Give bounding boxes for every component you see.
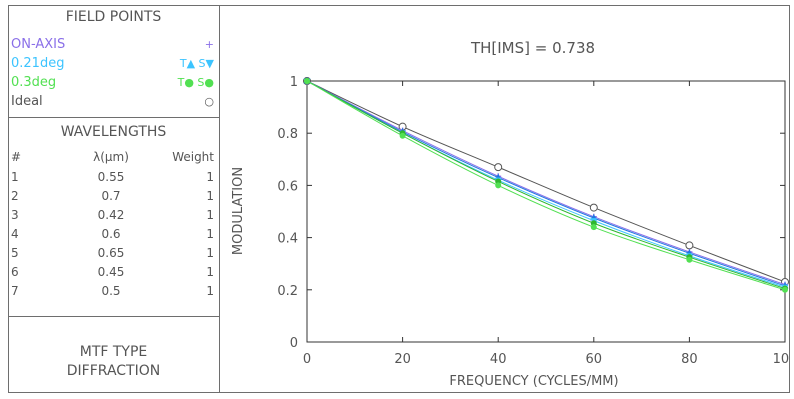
data-point	[494, 163, 503, 172]
plot-area	[306, 80, 786, 343]
row-weight: 1	[206, 265, 214, 279]
y-tick-label: 0.6	[277, 179, 298, 194]
mtf-chart: TH[IMS] = 0.738 FREQUENCY (CYCLES/MM) MO…	[231, 39, 789, 389]
row-index: 7	[11, 284, 19, 298]
wavelengths-header: # λ(μm) Weight	[11, 148, 216, 167]
data-point	[686, 256, 693, 263]
chart-title: TH[IMS] = 0.738	[470, 39, 595, 57]
series-on-axis	[304, 78, 788, 288]
row-weight: 1	[206, 189, 214, 203]
row-value: 0.55	[97, 170, 125, 184]
row-index: 1	[11, 170, 19, 184]
series-0-21deg-t	[303, 77, 789, 289]
divider	[8, 117, 219, 118]
series-ideal	[303, 77, 789, 286]
data-point	[590, 224, 597, 231]
data-point	[685, 241, 694, 250]
table-row: 7 0.5 1	[11, 282, 216, 301]
row-value: 0.42	[97, 208, 125, 222]
field-point-label: Ideal	[11, 94, 43, 109]
field-point-label: 0.21deg	[11, 56, 65, 71]
row-index: 4	[11, 227, 19, 241]
y-tick-label: 0.8	[277, 127, 298, 142]
series-line	[306, 80, 786, 291]
series-line	[306, 80, 786, 286]
row-value: 0.65	[97, 246, 125, 260]
x-axis-label: FREQUENCY (CYCLES/MM)	[449, 374, 618, 389]
data-point	[399, 132, 406, 139]
row-value: 0.5	[101, 284, 121, 298]
row-weight: 1	[206, 170, 214, 184]
field-points-title: FIELD POINTS	[65, 9, 162, 25]
wavelengths-title: WAVELENGTHS	[60, 124, 167, 140]
table-row: 4 0.6 1	[11, 225, 216, 244]
y-tick-label: 0	[290, 336, 298, 351]
axes: 0 20 40 60 80 100 0 0.2 0.4 0.6 0.8 1	[277, 75, 789, 367]
x-tick-label: 40	[490, 352, 507, 367]
x-tick-label: 0	[303, 352, 311, 367]
field-point-label: ON-AXIS	[11, 37, 66, 52]
y-tick-label: 0.4	[277, 232, 298, 247]
field-point-label: 0.3deg	[11, 75, 57, 90]
x-tick-label: 100	[773, 352, 789, 367]
series-0-3deg-s	[304, 78, 788, 293]
row-weight: 1	[206, 246, 214, 260]
row-weight: 1	[206, 284, 214, 298]
row-value: 0.7	[101, 189, 121, 203]
table-row: 1 0.55 1	[11, 168, 216, 187]
series-group	[303, 77, 789, 293]
series-line	[306, 80, 786, 283]
row-value: 0.6	[101, 227, 121, 241]
series-0-3deg-t	[304, 78, 788, 292]
field-point-0-21deg: 0.21deg T▲ S▼	[11, 54, 216, 73]
legend-panel: FIELD POINTS ON-AXIS + 0.21deg T▲ S▼ 0.3…	[8, 5, 220, 393]
table-row: 2 0.7 1	[11, 187, 216, 206]
data-point	[589, 203, 598, 212]
x-tick-label: 80	[681, 352, 698, 367]
row-index: 2	[11, 189, 19, 203]
field-point-symbol: +	[204, 38, 214, 51]
plot-frame	[8, 5, 790, 393]
data-point	[304, 78, 310, 84]
table-row: 6 0.45 1	[11, 263, 216, 282]
field-point-symbol: T▲ S▼	[179, 57, 214, 70]
mtf-type-value: DIFFRACTION	[66, 363, 161, 379]
field-point-ideal: Ideal ○	[11, 92, 216, 111]
row-index: 3	[11, 208, 19, 222]
field-point-on-axis: ON-AXIS +	[11, 35, 216, 54]
series-line	[306, 80, 786, 287]
field-point-symbol: T● S●	[177, 76, 214, 89]
row-value: 0.45	[97, 265, 125, 279]
x-tick-label: 20	[394, 352, 411, 367]
series-line	[306, 80, 786, 288]
y-tick-label: 1	[290, 75, 298, 90]
mtf-type-label: MTF TYPE	[79, 344, 148, 360]
field-point-0-3deg: 0.3deg T● S●	[11, 73, 216, 92]
table-row: 3 0.42 1	[11, 206, 216, 225]
x-tick-label: 60	[586, 352, 603, 367]
series-line	[306, 80, 786, 289]
header-index: #	[11, 150, 22, 164]
series-0-21deg-s	[303, 78, 789, 292]
y-tick-label: 0.2	[277, 284, 298, 299]
data-point	[495, 182, 502, 189]
y-axis-label: MODULATION	[231, 167, 246, 255]
table-row: 5 0.65 1	[11, 244, 216, 263]
divider	[8, 316, 219, 317]
row-index: 5	[11, 246, 19, 260]
field-point-symbol: ○	[204, 95, 214, 108]
header-weight: Weight	[172, 150, 214, 164]
header-value: λ(μm)	[93, 150, 129, 164]
row-weight: 1	[206, 208, 214, 222]
data-point	[782, 286, 788, 293]
row-weight: 1	[206, 227, 214, 241]
row-index: 6	[11, 265, 19, 279]
